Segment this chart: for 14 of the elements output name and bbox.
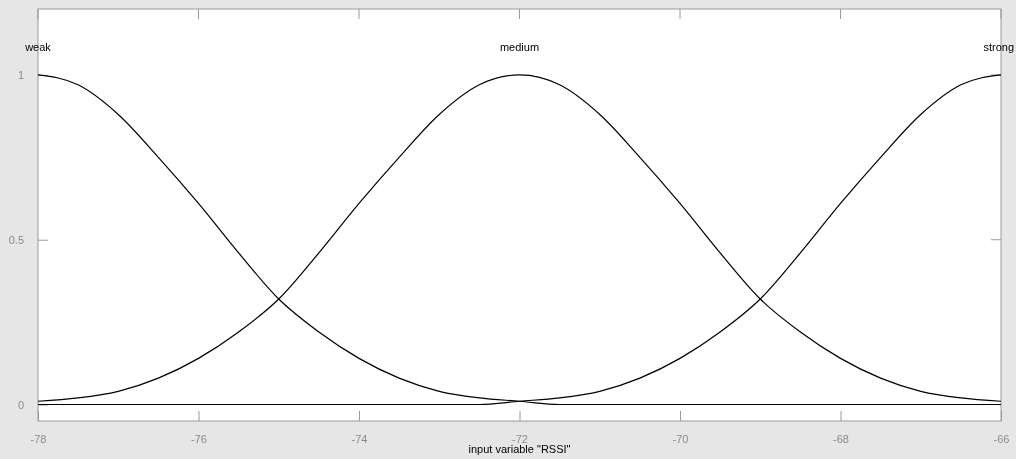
x-tick-label: -74 bbox=[351, 432, 368, 445]
y-tick-label: 0 bbox=[17, 398, 24, 411]
text: weak bbox=[24, 40, 52, 53]
x-tick-label: -70 bbox=[672, 432, 689, 445]
x-tick-label: -76 bbox=[191, 432, 207, 445]
x-tick-label: -72 bbox=[512, 432, 528, 445]
text: medium bbox=[499, 40, 540, 53]
x-tick-label: -78 bbox=[30, 432, 47, 445]
y-tick-label: 1 bbox=[17, 68, 24, 81]
x-axis-title: input variable "RSSI" bbox=[468, 443, 571, 455]
y-tick-label: 0.5 bbox=[8, 233, 24, 246]
x-tick-label: -68 bbox=[833, 432, 849, 445]
x-tick-label: -66 bbox=[993, 432, 1010, 445]
text: strong bbox=[983, 40, 1014, 53]
